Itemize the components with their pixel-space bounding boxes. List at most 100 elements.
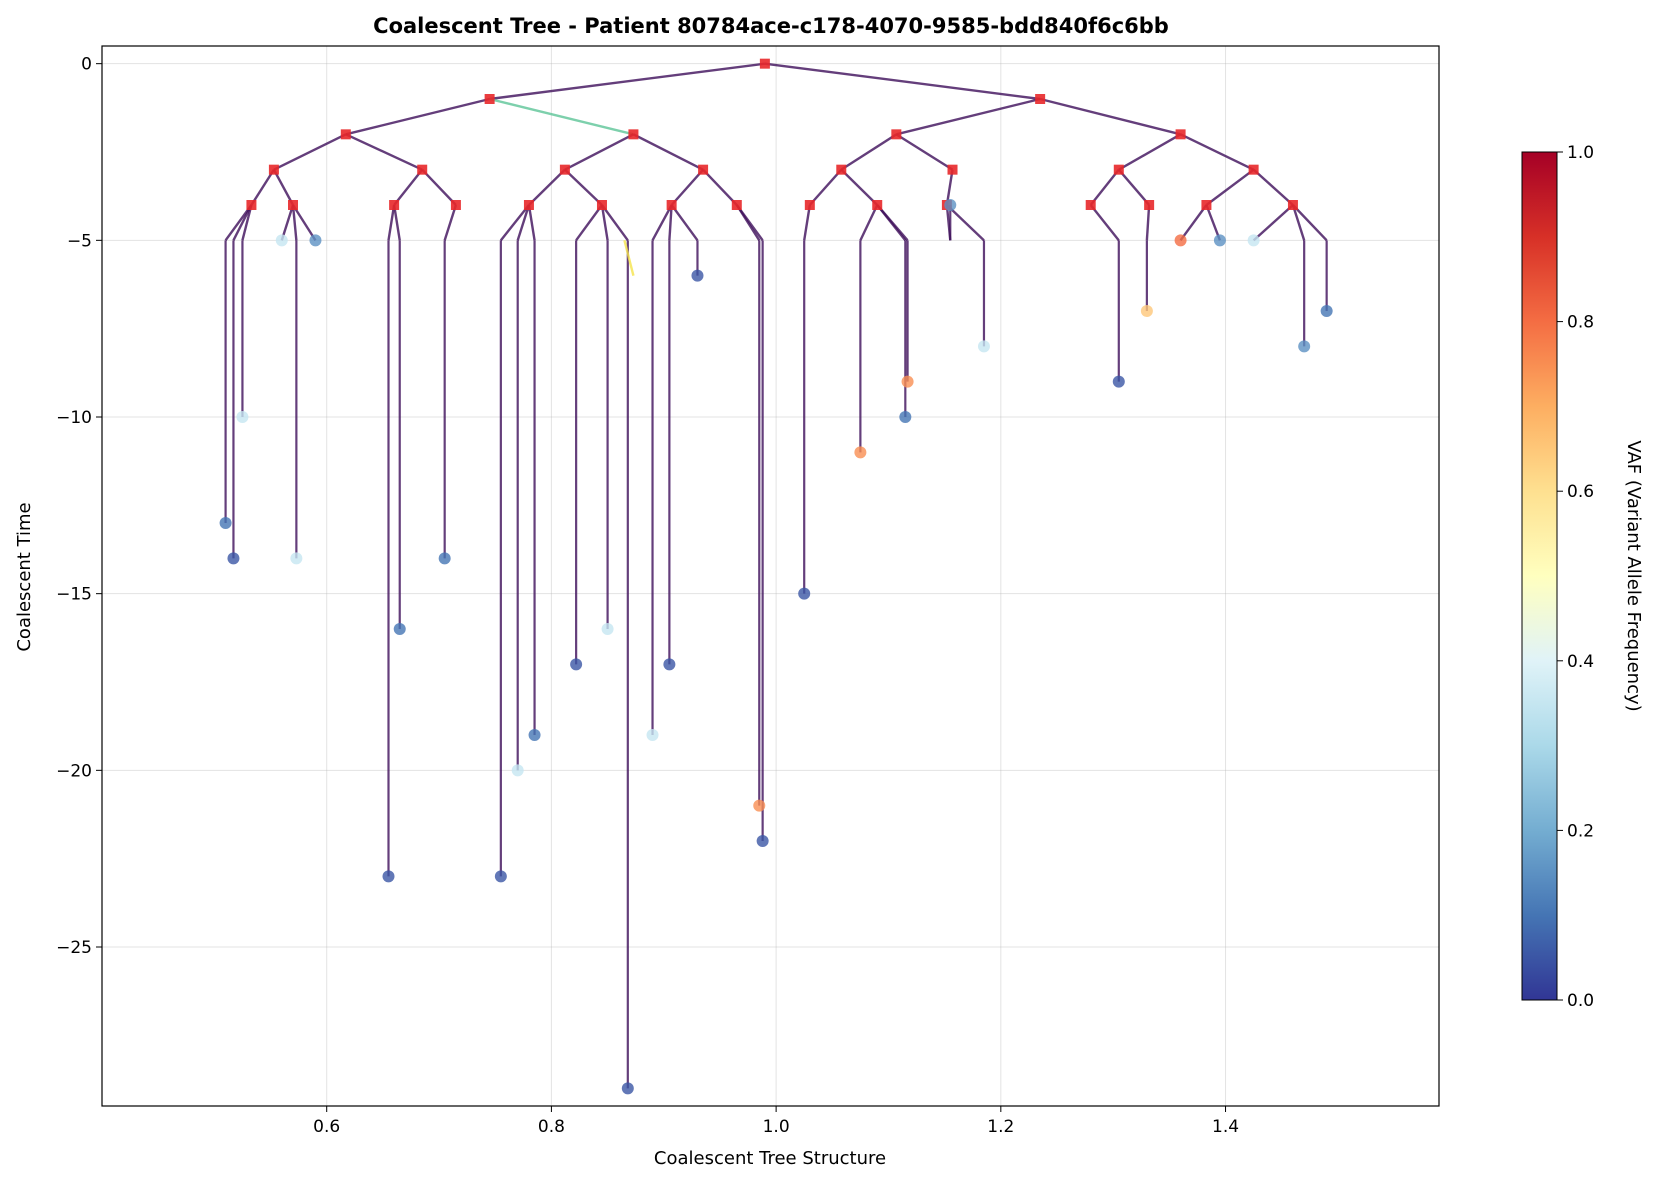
internal-node-marker [891, 129, 902, 140]
tree-edge [735, 204, 761, 241]
plot-area-frame [101, 45, 1440, 1107]
tree-edge [443, 204, 458, 241]
leaf-node-marker [1320, 305, 1333, 317]
internal-node-marker [947, 164, 958, 175]
internal-node-marker [1175, 129, 1186, 140]
tree-edge [840, 168, 879, 206]
y-tick-label: 0 [81, 55, 92, 75]
tree-edge [895, 133, 954, 171]
tree-edge [1252, 204, 1294, 242]
leaf-node-marker [753, 799, 766, 812]
tree-edge [1089, 204, 1120, 242]
tree-edge [499, 204, 530, 242]
x-tick-label: 0.6 [313, 1117, 340, 1137]
colorbar [1521, 151, 1558, 1001]
internal-node-marker [759, 58, 770, 69]
tree-edge [1252, 168, 1294, 206]
leaf-node-marker [663, 658, 676, 671]
internal-node-marker [246, 200, 257, 210]
leaf-node-marker [570, 658, 583, 671]
internal-node-marker [804, 200, 815, 210]
colorbar-tick-label: 0.0 [1567, 991, 1594, 1011]
leaf-node-marker [227, 552, 240, 565]
tree-edge [1179, 204, 1208, 242]
colorbar-label: VAF (Variant Allele Frequency) [1623, 440, 1644, 711]
tree-edge [840, 133, 897, 171]
tree-edges [224, 62, 1328, 1089]
tree-edge [421, 168, 457, 206]
tree-edge [392, 204, 401, 241]
tree-edge [1039, 97, 1181, 136]
tree-edge [1205, 168, 1255, 206]
tree-edge [489, 62, 766, 101]
internal-node-marker [872, 200, 883, 210]
tree-leaves [219, 199, 1333, 1095]
leaf-node-marker [494, 870, 507, 883]
x-tick-label: 1.2 [987, 1117, 1014, 1137]
leaf-node-marker [601, 623, 614, 635]
tree-edge [280, 204, 295, 241]
leaf-node-marker [219, 517, 232, 529]
tree-edge [876, 204, 909, 242]
tree-edge [291, 204, 317, 241]
internal-node-marker [417, 164, 428, 175]
highlight-edge [489, 97, 634, 136]
leaf-node-marker [621, 1082, 634, 1095]
colorbar-tick-label: 0.2 [1567, 821, 1594, 841]
leaf-node-marker [236, 411, 249, 423]
tree-edge [1291, 204, 1306, 241]
tree-edge [600, 204, 609, 241]
tree-edge [1089, 168, 1120, 206]
leaf-node-marker [1174, 234, 1187, 247]
leaf-node-marker [438, 552, 451, 565]
internal-node-marker [731, 200, 742, 210]
tree-edge [1292, 204, 1328, 242]
internal-node-marker [1248, 164, 1259, 175]
x-tick-label: 0.8 [538, 1117, 565, 1137]
internal-node-marker [1035, 94, 1046, 104]
leaf-node-marker [646, 729, 659, 741]
internal-node-marker [523, 200, 534, 210]
internal-node-marker [1085, 200, 1096, 210]
y-axis-ticks: 0 −5 −10 −15 −20 −25 [56, 55, 102, 958]
x-tick-label: 1.4 [1212, 1117, 1239, 1137]
y-axis-label: Coalescent Time [14, 502, 35, 651]
tree-edge [670, 168, 704, 206]
tree-edge [516, 204, 531, 241]
colorbar-tick-label: 0.8 [1567, 313, 1594, 333]
internal-node-marker [1287, 200, 1298, 210]
internal-node-marker [268, 164, 279, 175]
tree-edge [632, 133, 704, 171]
tree-edge [670, 204, 699, 242]
leaf-node-marker [393, 623, 406, 635]
tree-edge [250, 169, 275, 206]
leaf-node-marker [1112, 375, 1125, 388]
y-tick-label: −25 [56, 938, 92, 958]
colorbar-ticks: 0.0 0.2 0.4 0.6 0.8 1.0 [1557, 143, 1594, 1011]
tree-edge [272, 169, 295, 206]
tree-edge [945, 169, 954, 206]
tree-edge [564, 133, 634, 171]
tree-edge [651, 204, 673, 241]
tree-edge [1118, 133, 1182, 171]
tree-edge [764, 62, 1041, 101]
grid-lines [102, 46, 1439, 1106]
internal-node-marker [596, 200, 607, 210]
leaf-node-marker [691, 269, 704, 282]
internal-node-marker [698, 164, 709, 175]
x-axis-label: Coalescent Tree Structure [654, 1148, 886, 1169]
internal-node-marker [288, 200, 298, 210]
tree-edge [291, 204, 298, 241]
tree-nodes [246, 58, 1298, 210]
leaf-node-marker [798, 587, 811, 600]
leaf-node-marker [290, 552, 303, 565]
x-tick-label: 1.0 [763, 1117, 790, 1137]
leaf-node-marker [854, 446, 867, 459]
internal-node-marker [484, 94, 495, 104]
tree-edge [1145, 204, 1151, 241]
tree-edge [232, 204, 253, 241]
y-tick-label: −10 [56, 408, 92, 428]
internal-node-marker [1144, 200, 1155, 210]
y-tick-label: −20 [56, 761, 92, 781]
